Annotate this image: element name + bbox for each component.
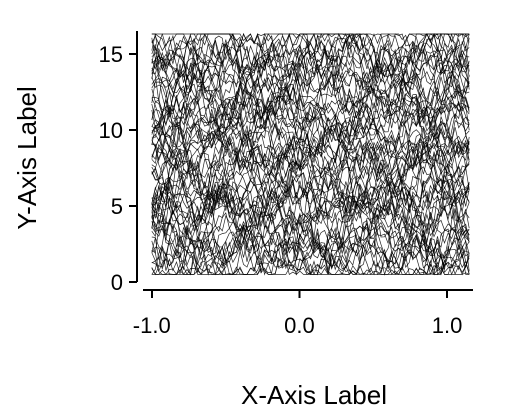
- series-line: [151, 145, 470, 215]
- series-line: [151, 33, 470, 63]
- y-axis-ticks: 0 5 10 15: [99, 42, 137, 295]
- series-line: [151, 76, 470, 148]
- series-line: [151, 97, 470, 136]
- series-line: [151, 70, 470, 134]
- series-line: [151, 114, 470, 156]
- series-line: [151, 146, 470, 223]
- series-line: [151, 33, 470, 79]
- series-line: [151, 84, 470, 123]
- series-line: [151, 62, 470, 113]
- y-tick-label: 15: [99, 42, 123, 67]
- x-tick-label: 0.0: [284, 313, 315, 338]
- series-line: [151, 230, 470, 276]
- plot-area: [151, 32, 470, 276]
- series-line: [151, 181, 470, 270]
- series-line: [151, 32, 470, 86]
- series-line: [151, 236, 470, 276]
- series-line: [151, 34, 470, 103]
- series-line: [151, 155, 470, 231]
- y-tick-label: 5: [111, 194, 123, 219]
- series-line: [151, 139, 470, 205]
- x-tick-label: 1.0: [432, 313, 463, 338]
- series-line: [151, 109, 470, 180]
- series-line: [151, 41, 470, 80]
- x-axis-ticks: -1.0 0.0 1.0: [133, 290, 463, 338]
- series-line: [151, 194, 470, 276]
- x-axis-label: X-Axis Label: [241, 380, 387, 410]
- series-line: [151, 59, 470, 136]
- series-line: [151, 148, 470, 233]
- y-tick-label: 10: [99, 118, 123, 143]
- series-line: [151, 94, 470, 141]
- series-line: [151, 117, 470, 162]
- x-tick-label: -1.0: [133, 313, 171, 338]
- series-line: [151, 198, 470, 256]
- series-line: [151, 218, 470, 259]
- y-axis-label: Y-Axis Label: [12, 86, 42, 230]
- series-line: [151, 46, 470, 123]
- series-line: [151, 173, 470, 225]
- series-line: [151, 203, 470, 275]
- y-tick-label: 0: [111, 270, 123, 295]
